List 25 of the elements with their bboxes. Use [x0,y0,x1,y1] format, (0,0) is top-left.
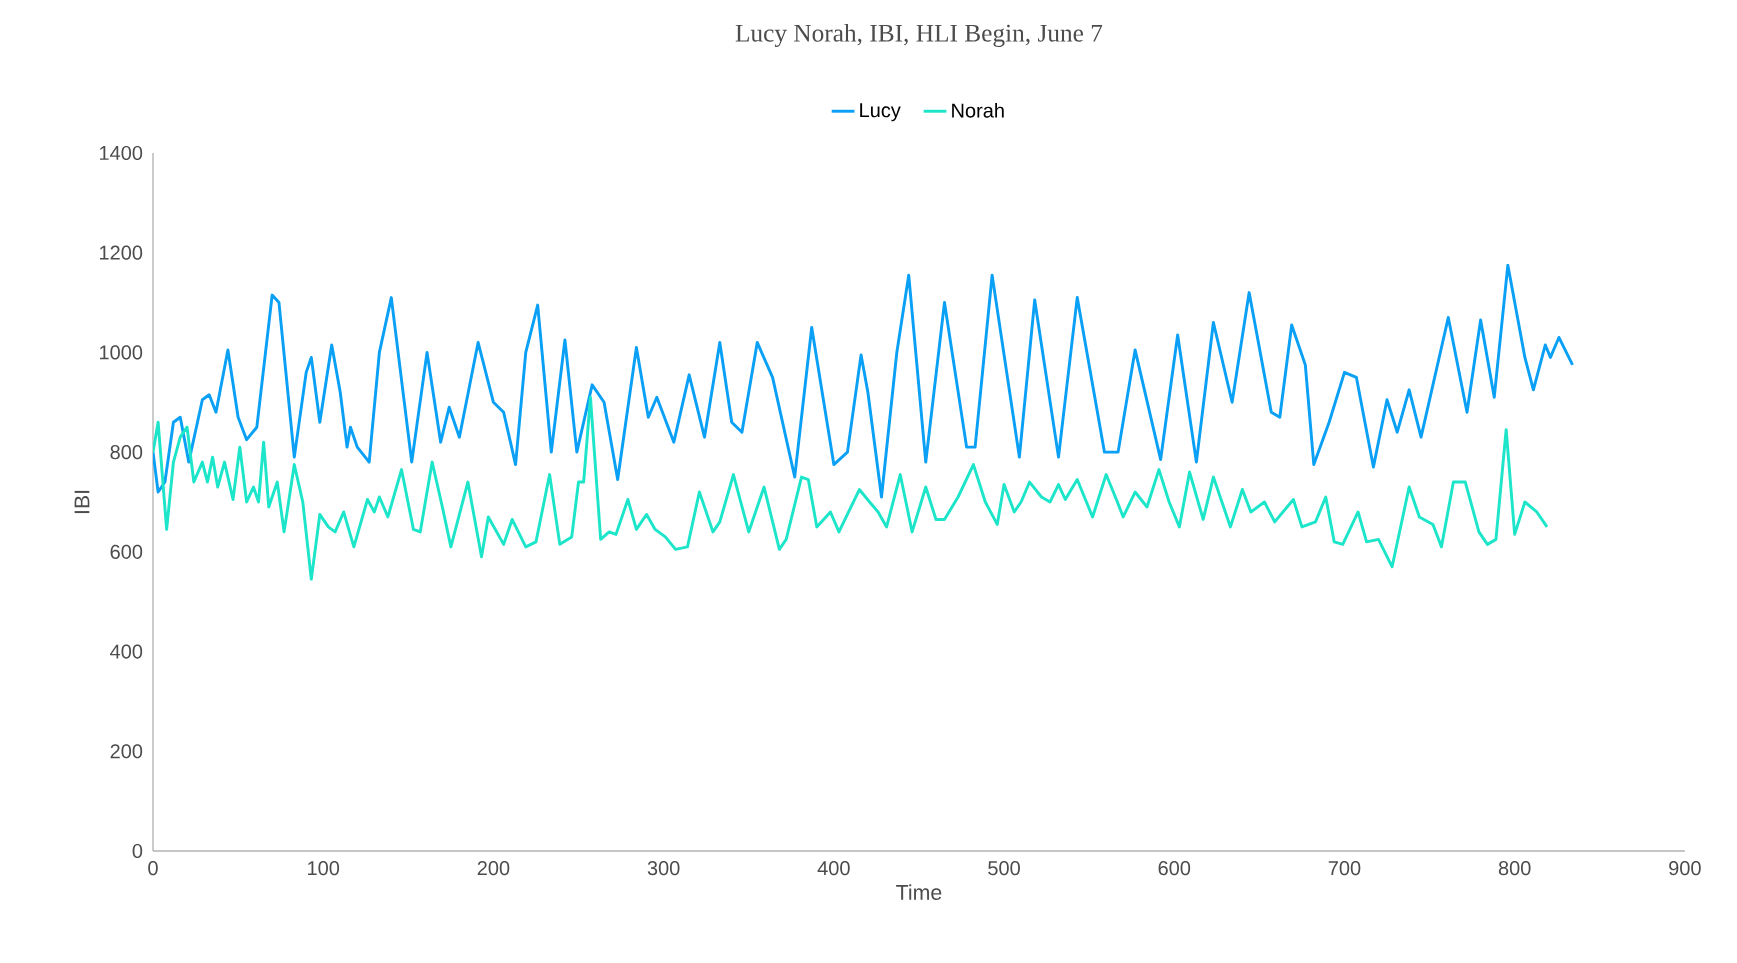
y-tick-label: 600 [110,544,143,559]
y-tick-label: 0 [132,843,143,859]
chart-title: Lucy Norah, IBI, HLI Begin, June 7 [735,23,1103,47]
x-tick-label: 700 [1328,861,1361,876]
x-tick-label: 600 [1158,861,1191,876]
x-axis-title: Time [896,884,942,901]
y-tick-label: 400 [110,644,143,659]
y-axis-title: IBI [74,490,90,514]
y-tick-label: 1200 [100,245,143,260]
x-tick-label: 800 [1498,861,1531,876]
x-tick-label: 0 [148,861,158,876]
x-tick-label: 100 [308,861,340,876]
y-tick-label: 1400 [100,145,143,161]
line-series [153,263,1574,499]
x-tick-label: 200 [477,861,510,876]
x-tick-label: 500 [988,861,1020,876]
x-tick-label: 400 [817,861,850,876]
y-tick-label: 1000 [100,345,143,360]
y-tick-label: 200 [110,744,143,759]
legend-label: Lucy [860,103,901,122]
legend-label: Norah [952,102,1004,118]
x-tick-label: 300 [647,861,680,876]
y-tick-label: 800 [110,445,143,460]
x-tick-label: 900 [1669,861,1701,876]
line-series [153,395,1549,581]
